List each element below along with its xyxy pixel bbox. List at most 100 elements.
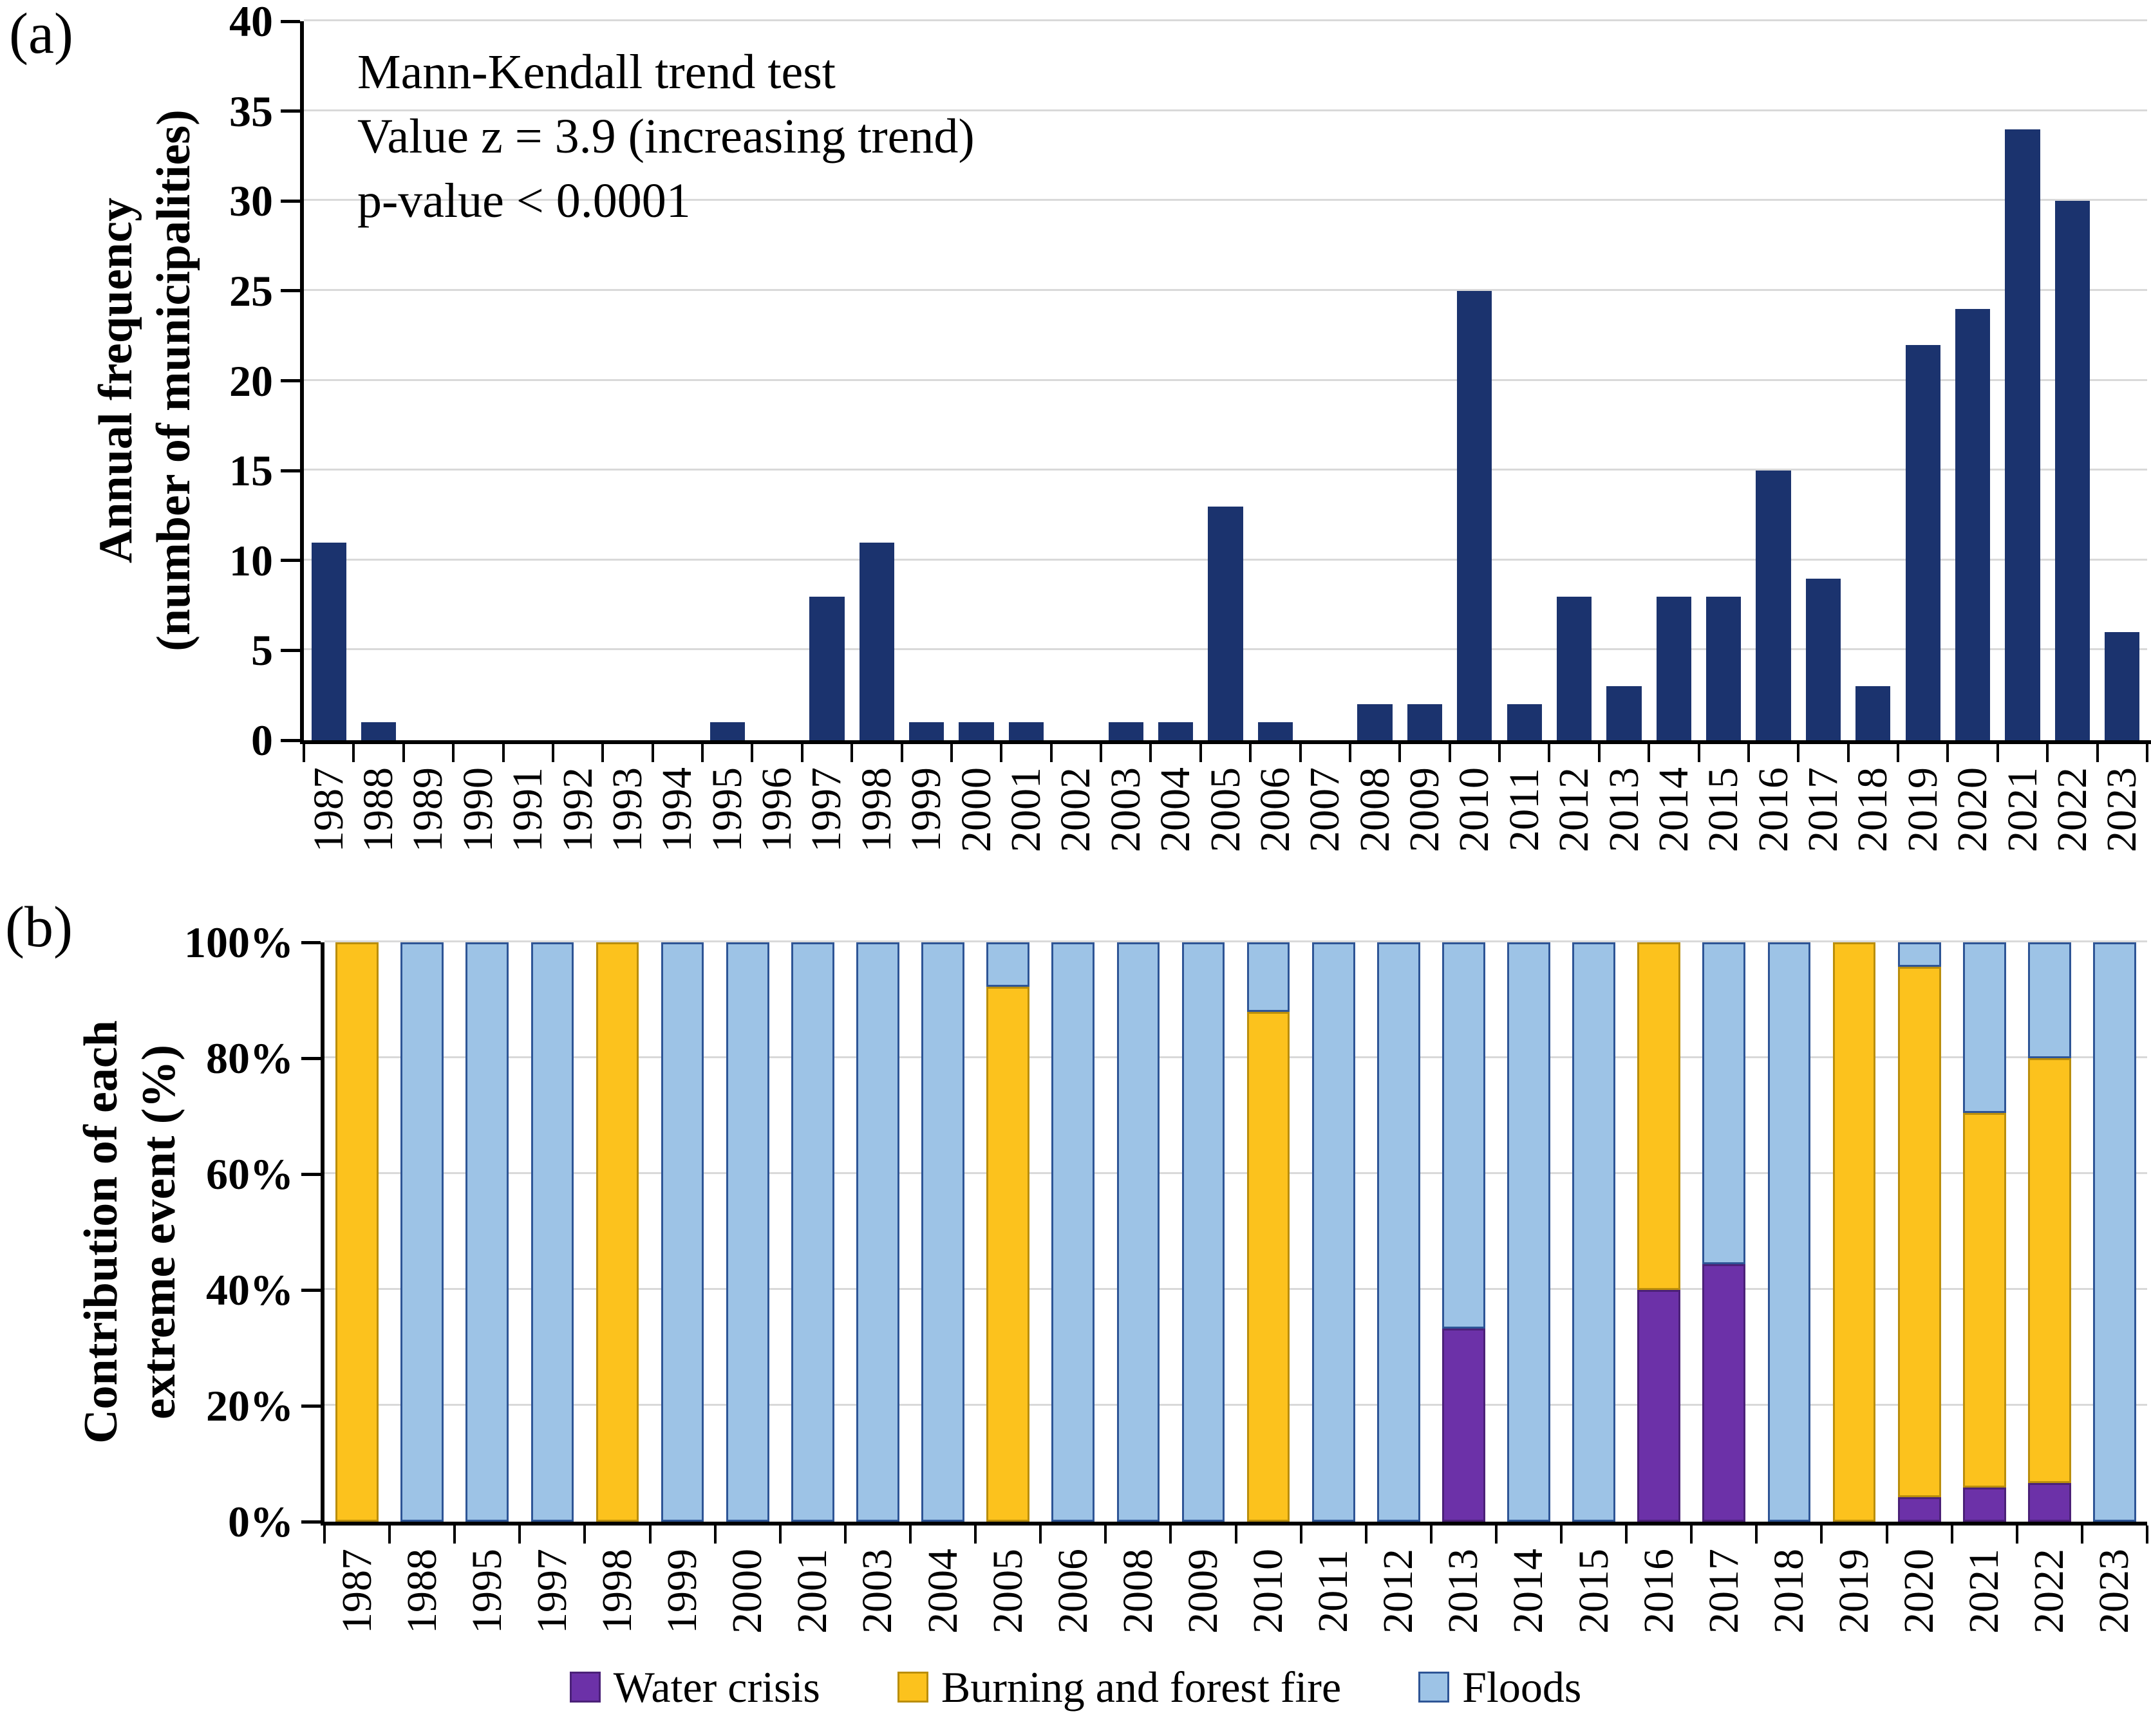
- bar-slot-2000: [952, 21, 1001, 740]
- bar-slot-2009: [1400, 21, 1449, 740]
- x-tick-mark: [1100, 744, 1103, 762]
- x-tick-mark: [1429, 1526, 1432, 1544]
- x-tick-label: 2001: [789, 1549, 836, 1634]
- x-tick-label: 1997: [803, 767, 850, 852]
- x-tick-label: 2016: [1749, 767, 1797, 852]
- x-tick-mark: [1946, 744, 1949, 762]
- y-tick-mark: [281, 199, 300, 203]
- stacked-bar: [1832, 942, 1876, 1522]
- stack-slot-1998: [585, 942, 650, 1522]
- bar-segment: [400, 942, 444, 1522]
- bar-slot-2010: [1450, 21, 1499, 740]
- stack-slot-2015: [1561, 942, 1626, 1522]
- y-tick-mark: [281, 469, 300, 472]
- annual-frequency-bar: [1756, 471, 1791, 740]
- annual-frequency-bar: [1905, 344, 1940, 740]
- x-tick-label: 1988: [398, 1549, 446, 1634]
- y-tick-label: 30: [229, 176, 273, 226]
- gridline: [324, 1288, 2147, 1290]
- bar-segment: [1962, 942, 2006, 1113]
- x-tick-mark: [1690, 1526, 1693, 1544]
- stack-slot-1995: [455, 942, 520, 1522]
- y-tick-label: 10: [229, 536, 273, 585]
- gridline: [304, 288, 2147, 291]
- bar-segment: [465, 942, 509, 1522]
- x-tick-label: 2017: [1799, 767, 1847, 852]
- stacked-bar: [1246, 942, 1290, 1522]
- bar-slot-2011: [1499, 21, 1549, 740]
- y-tick-mark: [281, 289, 300, 293]
- gridline: [304, 378, 2147, 381]
- stack-slot-2021: [1952, 942, 2017, 1522]
- panel-a-bars: [304, 21, 2147, 740]
- annual-frequency-bar: [1208, 506, 1243, 740]
- bar-segment: [661, 942, 704, 1522]
- bar-slot-1999: [902, 21, 952, 740]
- x-tick-label: 2022: [2048, 767, 2096, 852]
- bar-segment: [1897, 942, 1941, 967]
- stacked-bar: [2028, 942, 2071, 1522]
- stack-slot-2001: [780, 942, 845, 1522]
- bar-slot-2019: [1898, 21, 1948, 740]
- bar-slot-2022: [2047, 21, 2097, 740]
- x-tick-mark: [1000, 744, 1003, 762]
- bar-segment: [2028, 942, 2071, 1059]
- stacked-bar: [1116, 942, 1160, 1522]
- bar-slot-2016: [1749, 21, 1798, 740]
- stack-slot-1999: [650, 942, 715, 1522]
- y-tick-mark: [281, 19, 300, 23]
- annual-frequency-bar: [1955, 308, 1991, 740]
- gridline: [324, 1404, 2147, 1406]
- y-tick-mark: [301, 1288, 321, 1292]
- bar-segment: [1507, 942, 1550, 1522]
- panel-b-plot: [324, 940, 2147, 1522]
- x-tick-mark: [1846, 744, 1850, 762]
- bar-segment: [1897, 966, 1941, 1498]
- x-tick-label: 2002: [1052, 767, 1100, 852]
- stacked-bar: [335, 942, 379, 1522]
- x-tick-mark: [651, 744, 654, 762]
- stack-slot-1997: [520, 942, 585, 1522]
- x-tick-label: 1998: [852, 767, 900, 852]
- annual-frequency-bar: [361, 722, 397, 740]
- y-tick-label: 0: [251, 716, 273, 765]
- x-tick-label: 2018: [1765, 1549, 1812, 1634]
- bar-segment: [2028, 1058, 2071, 1483]
- gridline: [304, 199, 2147, 201]
- stacked-bar: [1181, 942, 1225, 1522]
- x-tick-mark: [1996, 744, 1999, 762]
- stacked-bar: [1897, 942, 1941, 1522]
- annual-frequency-bar: [1357, 704, 1393, 740]
- x-tick-label: 2012: [1375, 1549, 1422, 1634]
- bar-slot-2014: [1649, 21, 1698, 740]
- bar-slot-2006: [1250, 21, 1300, 740]
- stack-slot-1987: [324, 942, 390, 1522]
- x-tick-mark: [1885, 1526, 1888, 1544]
- x-tick-mark: [303, 744, 305, 762]
- x-tick-label: 2013: [1440, 1549, 1487, 1634]
- stacked-bar: [1311, 942, 1355, 1522]
- y-tick-label: 35: [229, 86, 273, 136]
- x-tick-mark: [2046, 744, 2049, 762]
- x-tick-mark: [1249, 744, 1252, 762]
- y-tick-mark: [281, 738, 300, 742]
- x-tick-label: 2001: [1002, 767, 1049, 852]
- y-tick-label: 0%: [228, 1497, 294, 1546]
- stacked-bar: [921, 942, 964, 1522]
- y-tick-label: 20%: [206, 1381, 294, 1430]
- x-tick-mark: [502, 744, 505, 762]
- x-tick-mark: [1234, 1526, 1237, 1544]
- annual-frequency-bar: [1108, 722, 1143, 740]
- annotation-line-2: Value z = 3.9 (increasing trend): [357, 109, 975, 163]
- x-tick-mark: [551, 744, 554, 762]
- stack-slot-2022: [2017, 942, 2082, 1522]
- y-tick-label: 60%: [206, 1150, 294, 1199]
- bar-segment: [1897, 1497, 1941, 1522]
- panel-a-y-axis-line: [300, 21, 304, 744]
- bar-segment: [791, 942, 834, 1522]
- stack-slot-2008: [1105, 942, 1170, 1522]
- gridline: [324, 940, 2147, 942]
- annual-frequency-bar: [1457, 290, 1492, 740]
- annual-frequency-bar: [2105, 632, 2140, 740]
- y-tick-mark: [281, 559, 300, 563]
